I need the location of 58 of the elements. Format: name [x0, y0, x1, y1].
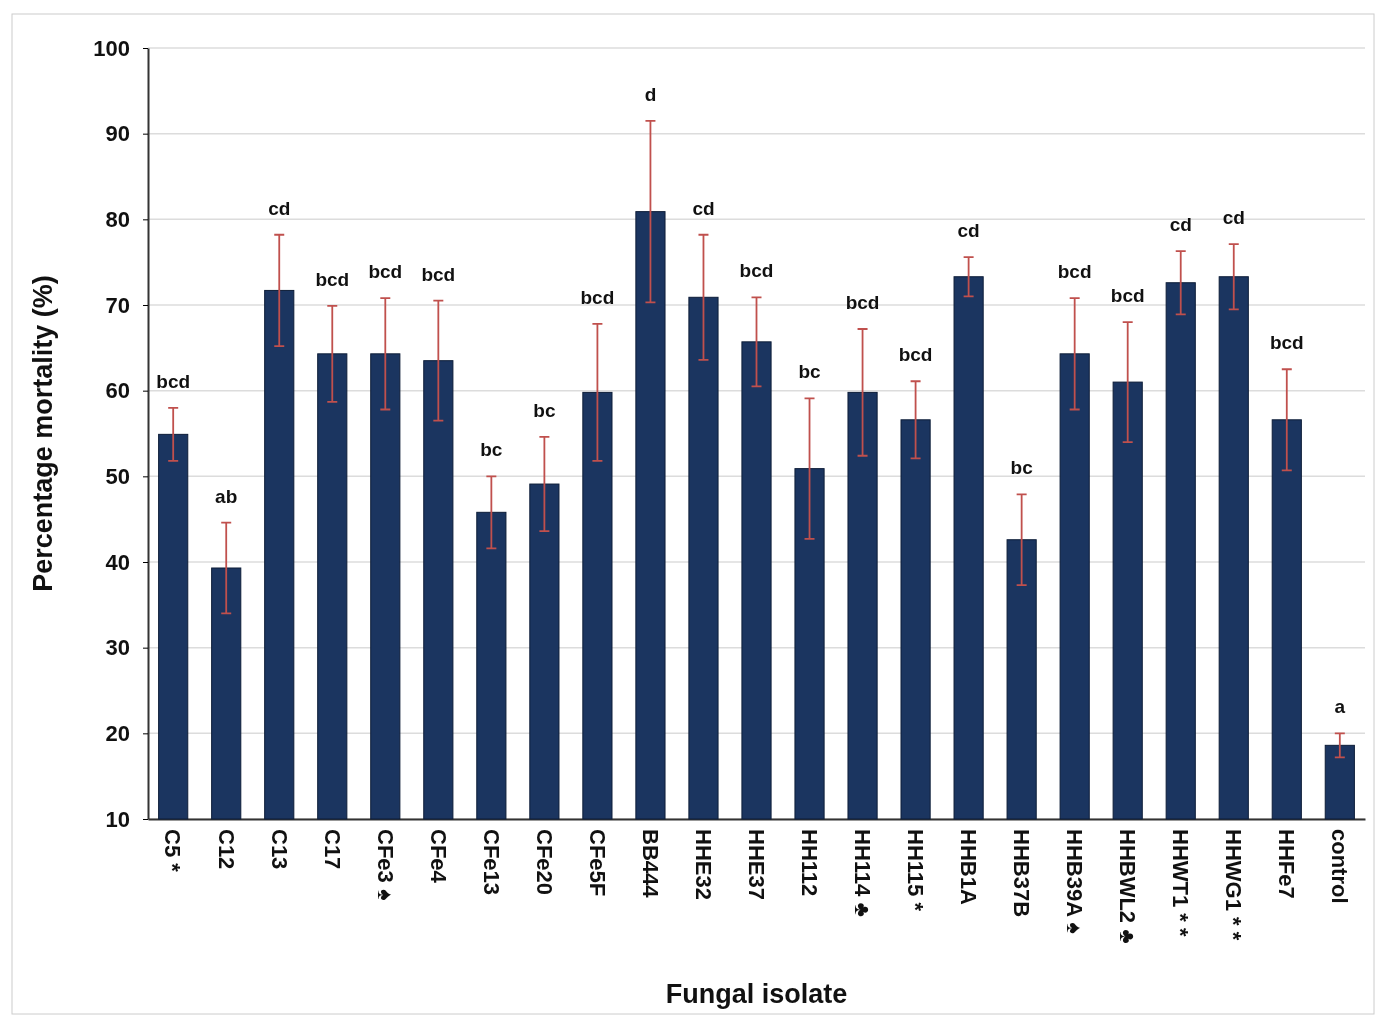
x-tick-label: CFe3 ♠: [372, 829, 398, 901]
y-tick-label: 60: [105, 378, 130, 404]
x-tick-label: HH112: [796, 829, 822, 897]
annotation: bcd: [368, 261, 403, 283]
x-tick-label: C13: [266, 829, 292, 870]
annotation: bc: [798, 361, 822, 383]
annotation: bcd: [1269, 332, 1304, 354]
x-tick-label: C17: [319, 829, 345, 870]
x-tick-label: BB444: [637, 829, 663, 899]
x-tick-label: CFe5F: [584, 829, 610, 897]
y-tick-label: 30: [105, 635, 130, 661]
annotation: cd: [1222, 207, 1245, 229]
annotation: bcd: [1110, 285, 1145, 307]
x-tick-label: HHWT1 * *: [1168, 829, 1194, 937]
x-tick-label: HHB39A ♠: [1061, 829, 1087, 935]
y-tick-label: 50: [105, 463, 130, 489]
annotation: bcd: [1057, 261, 1092, 283]
y-tick-label: 90: [105, 121, 130, 147]
x-tick-label: HHE32: [690, 829, 716, 900]
x-tick-label: CFe4: [425, 829, 451, 884]
x-tick-label: HH115 *: [902, 829, 928, 912]
annotation: bcd: [898, 344, 933, 366]
y-tick-label: 100: [93, 35, 130, 61]
x-tick-label: HHWG1 * *: [1221, 829, 1247, 941]
y-tick-label: 40: [105, 549, 130, 575]
annotation: bc: [533, 399, 556, 421]
annotation: bc: [1010, 457, 1034, 479]
annotation: cd: [957, 220, 980, 242]
annotation: cd: [1169, 214, 1192, 236]
x-tick-label: HHE37: [743, 829, 769, 900]
y-tick-label: 80: [105, 206, 130, 232]
y-tick-label: 10: [105, 806, 130, 832]
x-tick-label: control: [1327, 829, 1353, 904]
annotation: bcd: [156, 370, 191, 392]
annotation: cd: [692, 197, 715, 219]
annotation: a: [1334, 696, 1346, 718]
y-axis-title: Percentage mortality (%): [28, 275, 58, 592]
y-tick-label: 20: [105, 720, 130, 746]
x-tick-label: HHB37B: [1008, 829, 1034, 918]
annotation: d: [644, 83, 657, 105]
x-axis-title: Fungal isolate: [665, 979, 848, 1009]
x-tick-label: HH114 ♣: [849, 829, 875, 917]
annotation: cd: [268, 197, 291, 219]
x-tick-label: C5 *: [160, 829, 186, 873]
x-tick-label: CFe20: [531, 829, 557, 896]
annotation: bcd: [845, 291, 880, 313]
annotation: ab: [215, 485, 238, 507]
annotation: bcd: [315, 268, 350, 290]
annotation: bc: [480, 439, 503, 461]
annotation: bcd: [580, 286, 615, 308]
y-tick-label: 70: [105, 292, 130, 318]
x-tick-label: HHBWL2 ♣: [1115, 829, 1140, 944]
annotation: bcd: [421, 263, 456, 285]
x-tick-label: HHB1A: [955, 829, 981, 905]
x-tick-label: CFe13: [478, 829, 504, 896]
x-tick-label: C12: [213, 829, 239, 870]
x-tick-label: HHFe7: [1274, 829, 1300, 899]
annotation: bcd: [739, 260, 774, 282]
